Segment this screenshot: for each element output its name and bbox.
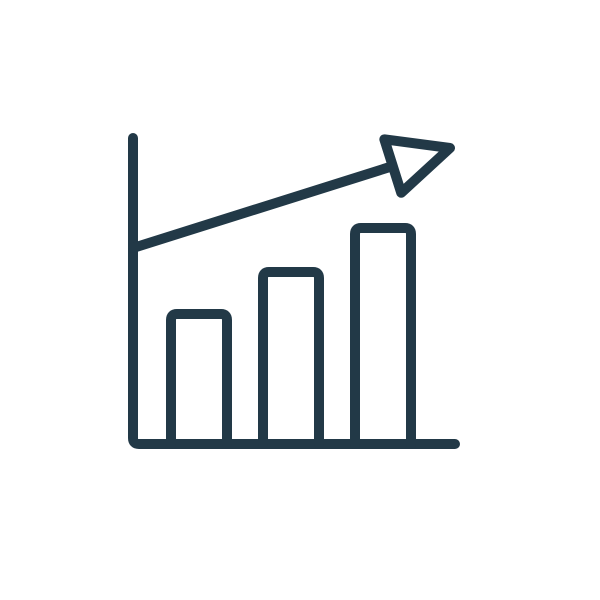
bar-1 xyxy=(171,314,227,444)
bar-2 xyxy=(263,272,319,444)
growth-chart-icon xyxy=(0,0,600,600)
bar-3 xyxy=(355,228,411,444)
arrow-head xyxy=(384,139,450,192)
